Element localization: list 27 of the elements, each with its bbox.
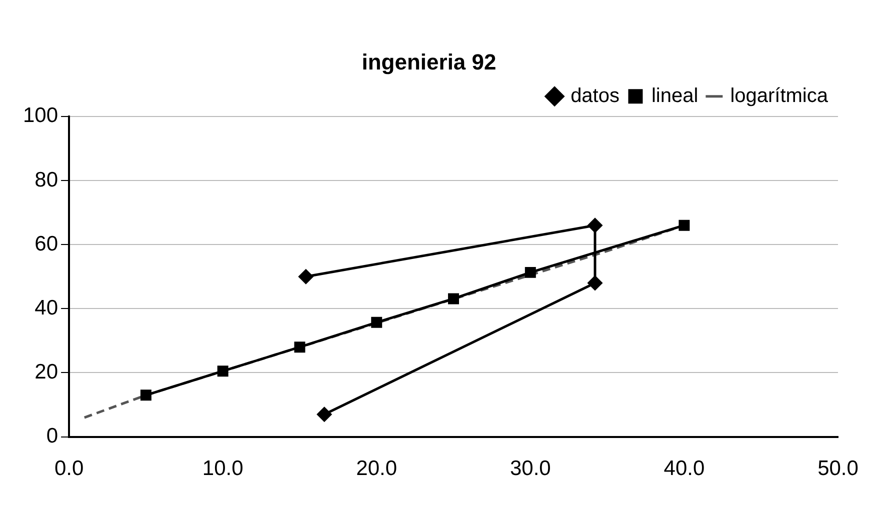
x-tick-label: 0.0 — [54, 457, 84, 480]
point — [298, 269, 314, 284]
point — [317, 407, 332, 422]
x-tick-label: 50.0 — [818, 457, 858, 480]
y-tick-label: 0 — [46, 424, 58, 448]
chart-title: ingenieria 92 — [362, 49, 496, 74]
y-tick-label: 60 — [34, 232, 58, 256]
point — [524, 266, 536, 278]
x-tick-label: 20.0 — [356, 457, 398, 480]
y-tick-label: 80 — [34, 168, 58, 192]
legend-label: lineal — [651, 84, 698, 107]
x-tick-label: 10.0 — [202, 457, 244, 480]
y-tick-label: 40 — [34, 296, 58, 320]
y-tick-label: 100 — [22, 104, 58, 128]
x-tick-label: 40.0 — [664, 457, 705, 480]
legend-label: datos — [570, 84, 620, 107]
point — [217, 366, 228, 377]
point — [678, 220, 690, 231]
point — [371, 316, 382, 328]
point — [448, 293, 460, 304]
legend-label: logarítmica — [730, 84, 829, 107]
x-tick-label: 30.0 — [510, 457, 551, 480]
point — [294, 342, 306, 353]
y-tick-label: 20 — [34, 360, 58, 384]
point — [588, 218, 602, 233]
point — [588, 276, 602, 290]
point — [140, 390, 152, 401]
